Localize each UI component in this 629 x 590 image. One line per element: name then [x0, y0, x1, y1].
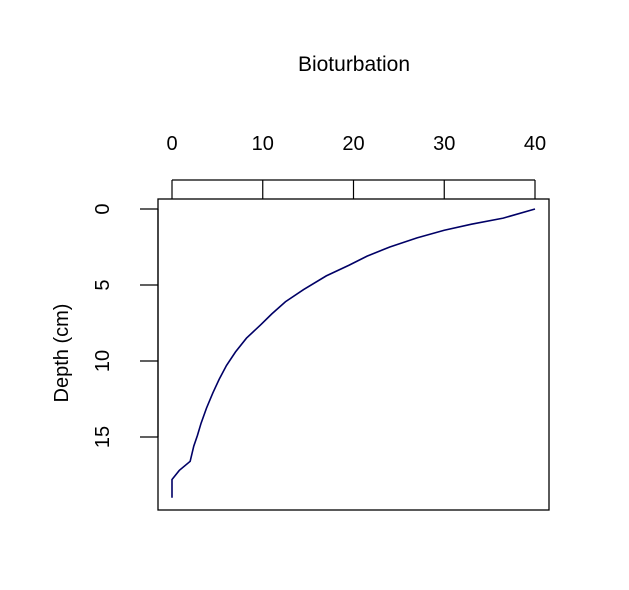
y-axis: 0 5 10 15: [92, 203, 159, 448]
x-axis: 0 10 20 30 40: [166, 133, 546, 199]
y-tick-label: 10: [92, 350, 114, 372]
plot-frame: [157, 198, 550, 511]
chart-title: Bioturbation: [298, 53, 410, 76]
y-tick-label: 15: [92, 426, 114, 448]
x-tick-label: 30: [433, 133, 455, 155]
y-tick-label: 5: [92, 279, 114, 290]
y-axis-label: Depth (cm): [51, 304, 73, 403]
y-tick-label: 0: [92, 203, 114, 214]
x-tick-label: 0: [166, 133, 177, 155]
series-layer: [171, 208, 536, 498]
series-line: [171, 208, 536, 498]
x-tick-label: 40: [524, 133, 546, 155]
x-tick-label: 20: [342, 133, 364, 155]
x-tick-label: 10: [252, 133, 274, 155]
